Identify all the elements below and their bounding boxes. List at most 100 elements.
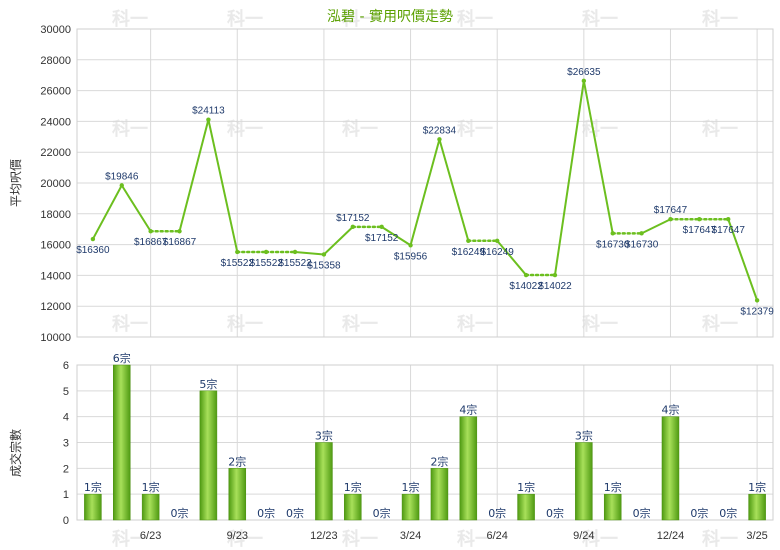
- watermark-text: 科一: [342, 118, 378, 140]
- price-segment: [178, 118, 210, 233]
- x-tick-label: 3/25: [746, 530, 767, 542]
- price-point: [263, 249, 269, 255]
- count-bar-label: 2宗: [228, 454, 246, 468]
- x-tick-label: 9/24: [573, 530, 594, 542]
- price-point: [754, 298, 760, 303]
- price-tick-label: 18000: [40, 209, 71, 221]
- price-tick-label: 24000: [40, 116, 71, 128]
- price-tick-label: 20000: [40, 178, 71, 190]
- price-data-label: $15358: [307, 260, 341, 271]
- price-point: [639, 231, 644, 236]
- x-tick-label: 6/23: [140, 530, 161, 542]
- price-data-label: $17152: [336, 213, 370, 224]
- watermark-text: 科一: [342, 528, 378, 550]
- count-tick-label: 2: [63, 463, 69, 475]
- price-tick-label: 14000: [40, 270, 71, 282]
- count-bar-label: 4宗: [661, 403, 679, 417]
- watermark-text: 科一: [457, 313, 493, 335]
- count-bar-label: 0宗: [257, 506, 275, 520]
- price-data-label: $16867: [163, 237, 197, 248]
- price-grid: 30000 28000 26000 24000 22000 20000 18000 16000…: [40, 24, 774, 344]
- price-data-label: $16249: [481, 247, 515, 258]
- price-data-label: $17152: [365, 233, 399, 244]
- price-data-label: $17647: [712, 225, 746, 236]
- count-bar: [315, 442, 333, 521]
- price-data-label: $16360: [76, 245, 110, 256]
- count-tick-label: 3: [63, 438, 69, 450]
- count-bars: 1宗 6宗 1宗 0宗 5宗 2宗 0宗 0宗 3宗 1宗 0宗 1宗 2宗 4宗 0宗 1宗 0宗 3宗 1宗 0宗…: [84, 351, 766, 521]
- price-segment: [553, 79, 585, 277]
- price-data-label: $15522: [278, 258, 312, 269]
- count-bar: [603, 493, 622, 521]
- price-point: [581, 78, 587, 84]
- price-data-label: $22834: [423, 125, 457, 136]
- price-segment: [380, 225, 412, 247]
- count-bar-label: 1宗: [142, 480, 160, 494]
- count-bar-label: 0宗: [690, 506, 708, 520]
- count-bar-label: 3宗: [575, 429, 593, 443]
- price-point: [206, 117, 211, 122]
- price-point: [466, 238, 471, 243]
- count-bar: [141, 493, 160, 521]
- count-bar-label: 1宗: [344, 480, 362, 494]
- price-tick-label: 30000: [40, 24, 71, 36]
- count-bar-label: 2宗: [430, 454, 448, 468]
- count-bar: [575, 442, 593, 521]
- price-tick-label: 28000: [40, 55, 71, 67]
- price-segment: [496, 239, 528, 277]
- watermark-text: 科一: [227, 313, 263, 335]
- price-point: [90, 236, 96, 242]
- price-segment: [438, 138, 470, 242]
- count-bar-label: 1宗: [748, 480, 766, 494]
- count-bar: [84, 493, 102, 521]
- price-data-label: $15522: [221, 258, 255, 269]
- watermark-text: 科一: [702, 118, 738, 140]
- price-data-label: $19846: [105, 171, 139, 182]
- count-bar-label: 1宗: [604, 480, 622, 494]
- price-point: [523, 272, 529, 278]
- price-data-label: $26635: [567, 67, 601, 78]
- count-bar-label: 6宗: [113, 351, 131, 365]
- price-point: [292, 249, 298, 255]
- watermark-text: 科一: [342, 313, 378, 335]
- watermark-text: 科一: [582, 8, 618, 30]
- watermark-text: 科一: [112, 313, 148, 335]
- price-data-label: $17647: [683, 225, 717, 236]
- watermark-text: 科一: [702, 528, 738, 550]
- watermark-text: 科一: [457, 118, 493, 140]
- price-data-label: $17647: [654, 205, 688, 216]
- price-tick-label: 12000: [40, 301, 71, 313]
- price-segment: [207, 118, 239, 253]
- watermark-text: 科一: [112, 118, 148, 140]
- price-data-label: $16249: [452, 247, 486, 258]
- price-line: [90, 78, 760, 303]
- price-segment: [294, 250, 325, 256]
- price-point: [119, 183, 124, 188]
- price-tick-label: 10000: [40, 332, 71, 344]
- count-plot-frame: [76, 364, 774, 521]
- count-bar: [661, 416, 680, 521]
- price-point: [235, 249, 240, 255]
- price-point: [408, 243, 413, 248]
- count-bar-label: 0宗: [719, 506, 737, 520]
- watermark-text: 科一: [582, 313, 618, 335]
- x-tick-label: 12/24: [657, 530, 685, 542]
- count-tick-label: 1: [63, 489, 69, 501]
- price-point: [321, 252, 327, 257]
- price-point: [610, 231, 615, 236]
- price-point: [494, 238, 500, 243]
- price-data-label: $24113: [192, 106, 225, 117]
- price-data-label: $14022: [538, 281, 572, 292]
- price-data-label: $16730: [596, 239, 630, 250]
- count-bar-label: 1宗: [517, 480, 535, 494]
- count-bar: [517, 493, 535, 521]
- price-segment: [120, 184, 152, 233]
- count-axis-label: 成交宗數: [8, 429, 23, 477]
- count-bar-label: 1宗: [84, 480, 102, 494]
- price-tick-label: 22000: [40, 147, 71, 159]
- count-bar-label: 3宗: [315, 429, 333, 443]
- price-data-label: $15956: [394, 251, 428, 262]
